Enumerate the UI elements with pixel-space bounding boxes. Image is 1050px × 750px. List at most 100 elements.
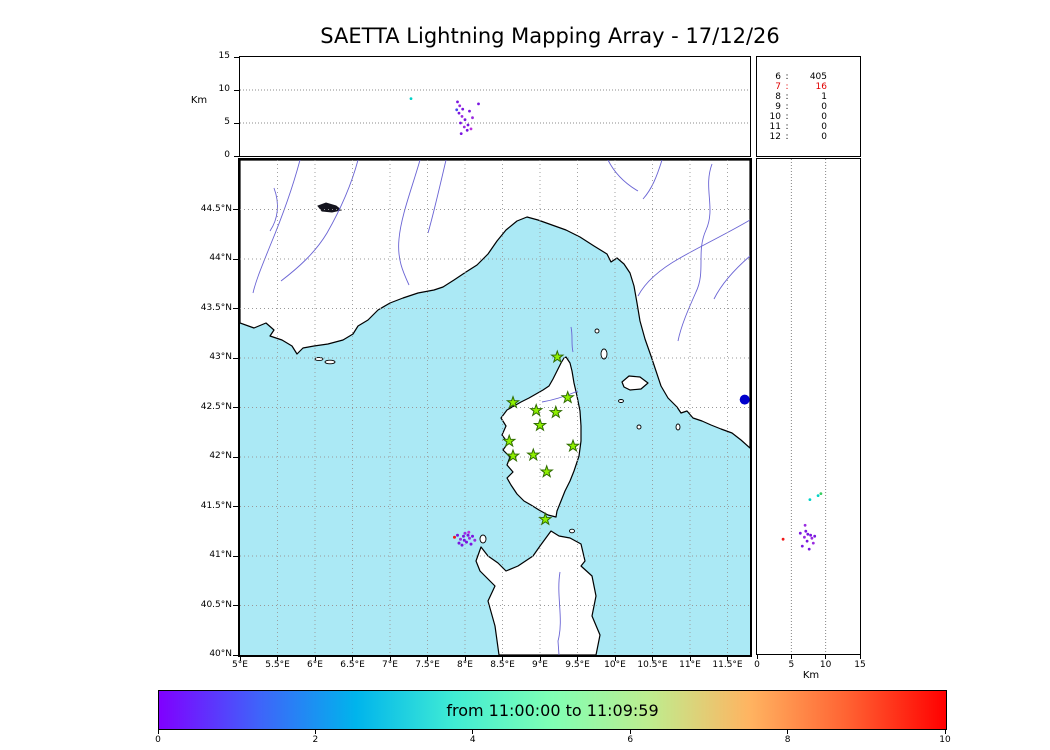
lightning-source-dot [469,542,473,546]
stat-colon: : [785,102,789,112]
altitude-vs-latitude-panel [756,158,861,655]
longitude-tick-label: 10.5°E [637,660,668,670]
island [636,424,642,430]
lightning-source-dot [467,530,471,534]
tick-mark [689,657,691,661]
tick-mark [539,657,541,661]
longitude-tick-label: 7°E [382,660,398,670]
lightning-source-dot [808,498,812,501]
lightning-source-dot [453,535,456,539]
river [642,160,663,200]
station-star-marker [560,390,575,404]
island [324,359,336,365]
island [594,328,600,334]
longitude-tick-label: 5°E [232,660,248,670]
tick-mark [352,657,353,661]
station-star-marker [548,404,563,419]
lightning-source-dot [810,536,814,540]
longitude-tick-label: 9°E [532,660,548,670]
map-plot [240,160,750,655]
altitude-vs-longitude-panel [239,56,751,157]
station-stat-row: 11: 0 [765,122,860,132]
altitude-axis-label: Km [802,670,820,681]
coastline [621,375,649,391]
latitude-tick-label: 41.5°N [200,500,232,511]
river [677,163,713,342]
river [557,571,561,655]
station-source-count: 0 [821,132,827,142]
longitude-tick-label: 8.5°E [490,660,515,670]
tick-mark [944,730,946,734]
lightning-source-dot [803,523,807,527]
tick-mark [314,730,316,734]
lightning-source-dot [468,536,471,540]
tick-mark [234,89,239,91]
lightning-source-dot [471,534,474,538]
station-star-marker [565,438,581,453]
altitude-tick-label: 0 [754,660,760,670]
time-colorbar: from 11:00:00 to 11:09:59 [158,690,947,730]
river [713,255,750,300]
river [252,160,301,294]
station-id: 6 [775,72,781,82]
station-stats-panel: 6: 405 7: 16 8: 1 9: 0 10: 0 11: 0 12: 0 [756,56,861,157]
colorbar-tick-label: 2 [312,735,319,745]
lightning-source-dot [463,531,467,535]
station-source-count: 405 [809,72,827,82]
lightning-source-dot [456,533,459,537]
lightning-source-dot [819,492,823,495]
latitude-tick-label: 44.5°N [200,203,232,214]
tick-mark [427,657,428,661]
lightning-source-dot [409,97,413,100]
stat-colon: : [785,72,789,82]
river [570,326,574,353]
tick-mark [389,657,391,661]
lightning-source-dot [457,111,461,115]
tick-mark [652,657,653,661]
lightning-source-dot [460,543,464,547]
station-star-marker [505,395,521,409]
tick-mark [756,655,758,659]
station-id: 8 [775,92,781,102]
lightning-source-dot [816,494,820,497]
latitude-tick-label: 43.5°N [200,302,232,313]
colorbar-tick-label: 6 [627,735,634,745]
lightning-source-dot [471,116,474,120]
lightning-source-dot [466,533,470,537]
altitude-tick-label: 5 [224,117,230,127]
stat-colon: : [785,92,789,102]
station-star-marker [505,448,521,463]
longitude-tick-label: 5.5°E [265,660,290,670]
lightning-source-dot [456,100,459,104]
lightning-source-dot [469,127,473,131]
island [618,399,624,403]
station-source-count: 1 [821,92,827,102]
tick-mark [727,657,728,661]
tick-mark [233,209,238,210]
altitude-tick-label: 10 [218,84,230,94]
station-star-marker [526,447,541,462]
longitude-tick-label: 11.5°E [712,660,743,670]
tick-mark [790,655,792,659]
altitude-vs-latitude-plot [781,159,827,654]
tick-mark [859,655,861,659]
colorbar-tick-label: 8 [784,735,791,745]
lightning-source-dot [803,535,806,539]
longitude-tick-label: 6°E [307,660,323,670]
station-stat-row: 12: 0 [765,132,860,142]
station-source-count: 0 [821,102,827,112]
river [607,160,639,192]
station-star-marker [529,402,544,417]
tick-mark [233,258,238,260]
tick-mark [233,308,238,309]
station-id: 7 [775,82,781,92]
tick-mark [577,657,578,661]
lightning-source-dot [806,532,810,536]
latitude-tick-label: 44°N [209,253,232,263]
altitude-tick-label: 5 [788,660,795,670]
lightning-source-dot [809,533,812,537]
station-id: 11 [769,122,781,132]
lightning-source-dot [477,102,480,106]
station-id: 10 [769,112,781,122]
tick-mark [233,357,238,359]
